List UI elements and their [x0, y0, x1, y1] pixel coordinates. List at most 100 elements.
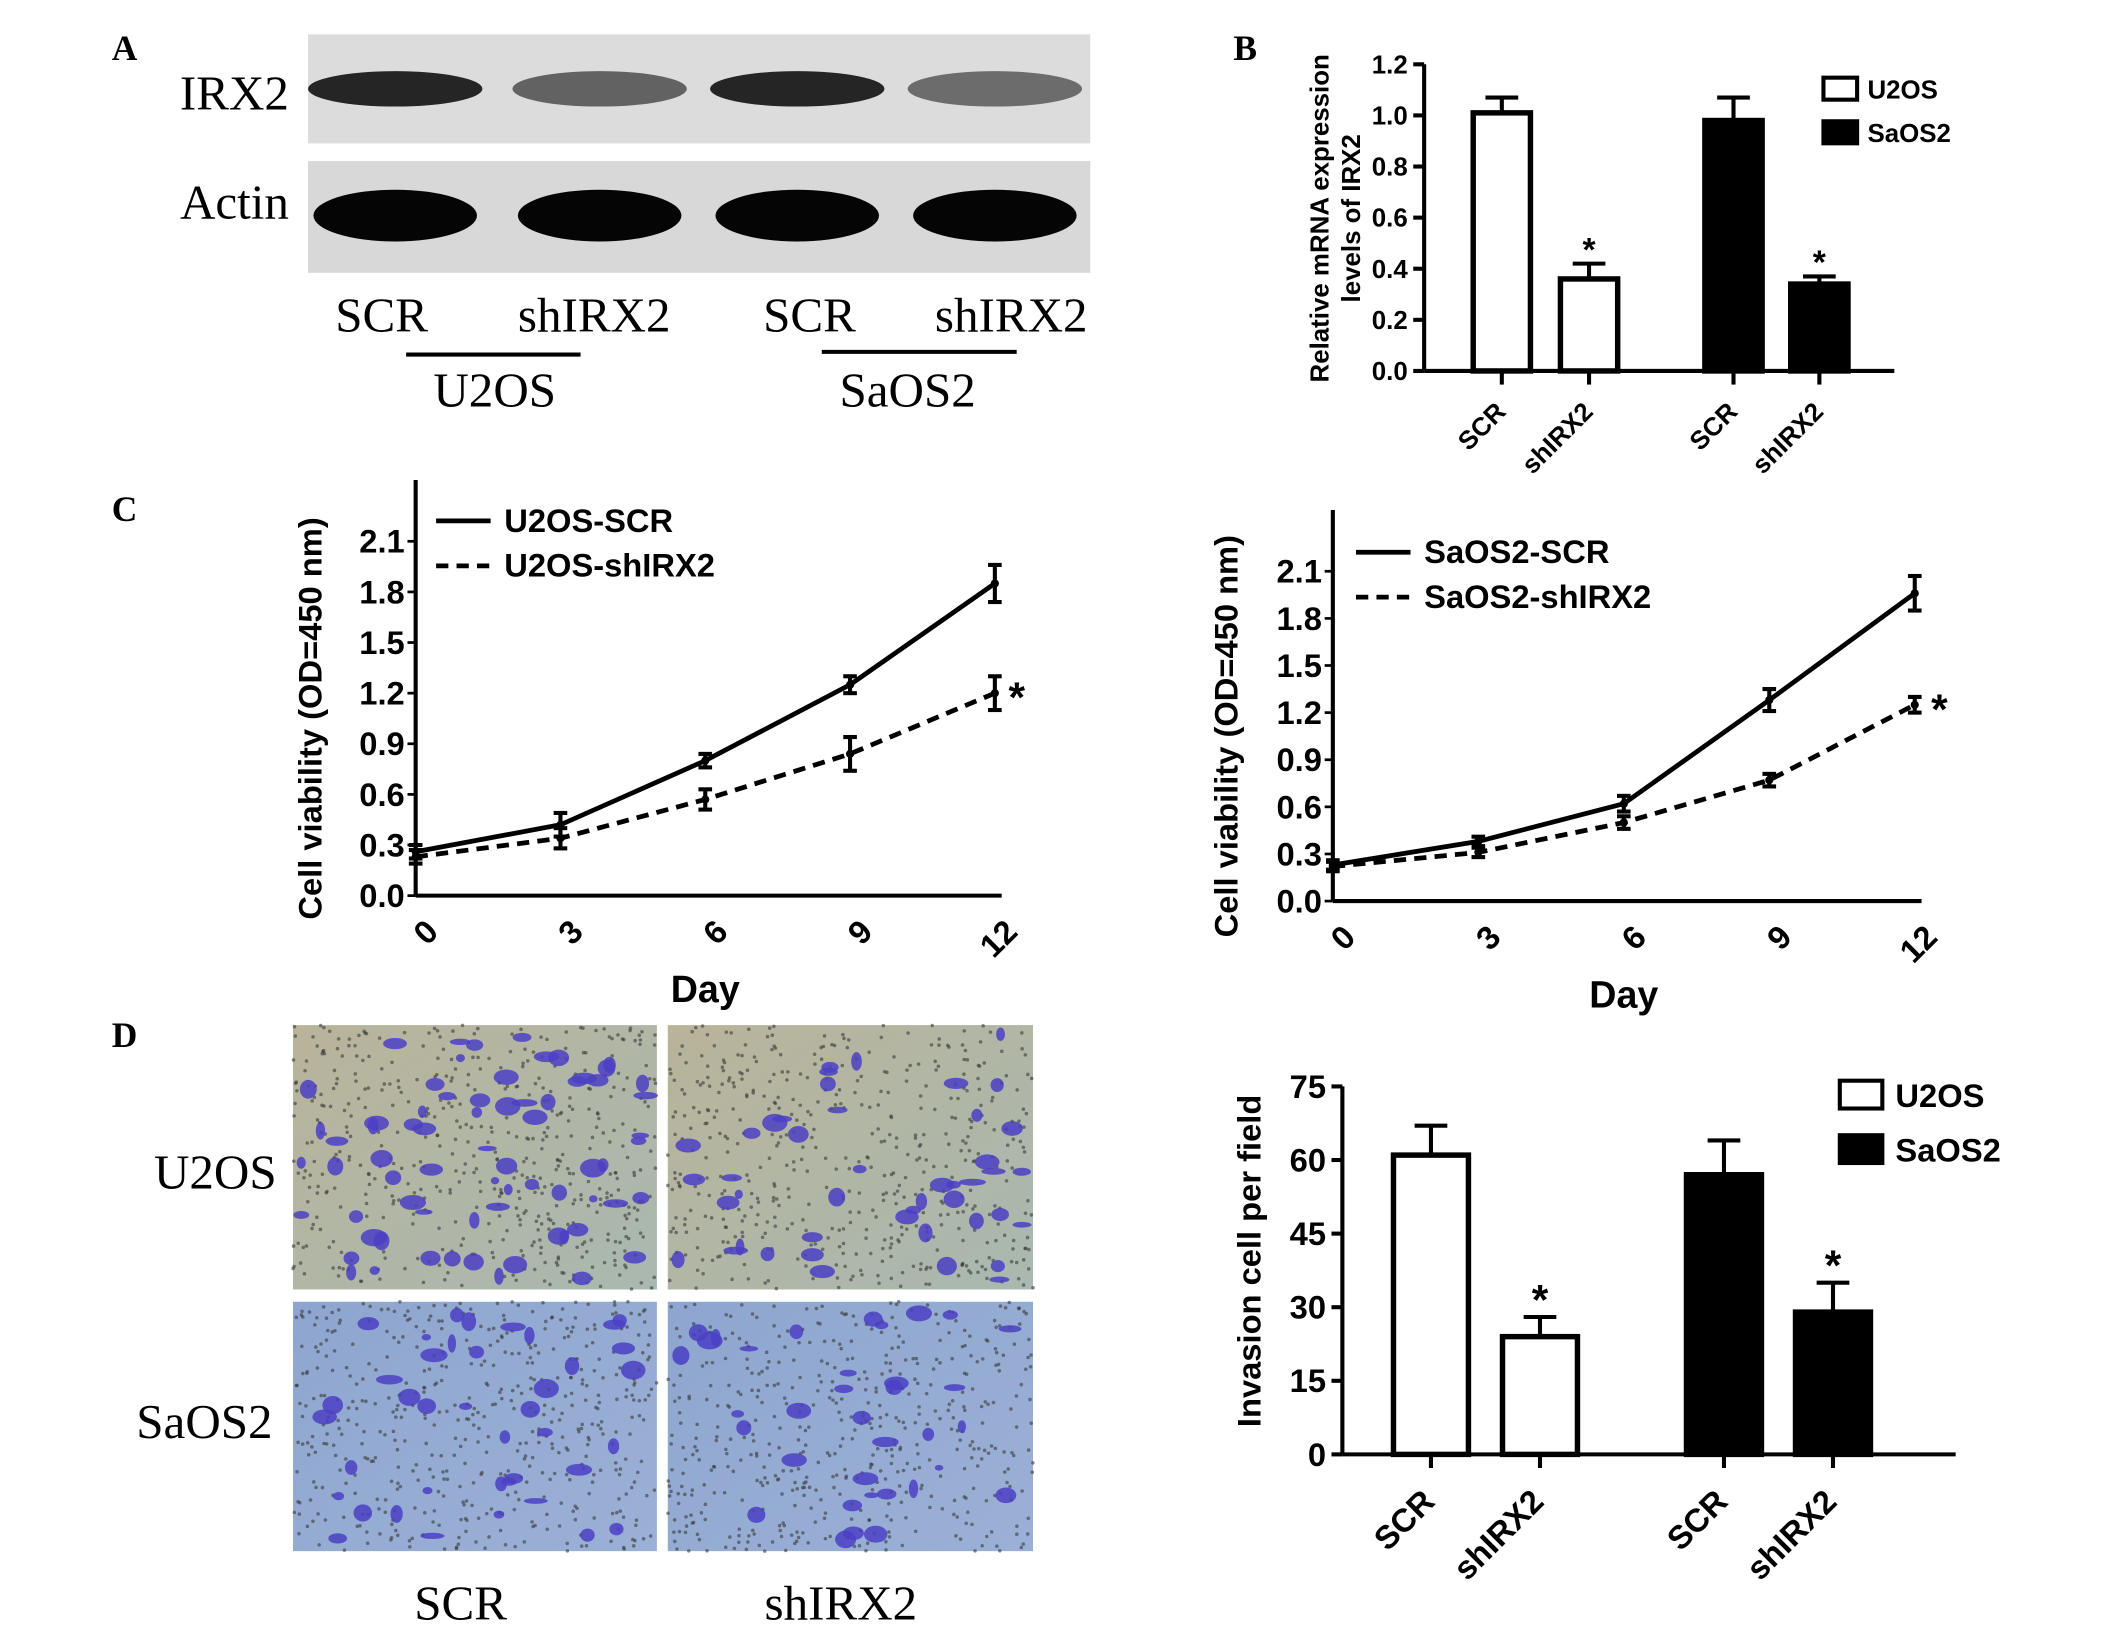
- pore-dot: [621, 1144, 625, 1148]
- pore-dot: [803, 1428, 808, 1433]
- pore-dot: [802, 1122, 806, 1127]
- pore-dot: [882, 1173, 887, 1178]
- pore-dot: [641, 1235, 645, 1239]
- pore-dot: [392, 1309, 397, 1314]
- pore-dot: [860, 1273, 864, 1277]
- pore-dot: [857, 1543, 862, 1548]
- pore-dot: [380, 1088, 384, 1092]
- pore-dot: [895, 1189, 900, 1193]
- pore-dot: [853, 1428, 857, 1432]
- pore-dot: [311, 1480, 316, 1484]
- pore-dot: [633, 1128, 637, 1132]
- pore-dot: [691, 1520, 696, 1525]
- panel-label-d: D: [112, 1015, 138, 1055]
- pore-dot: [502, 1318, 507, 1322]
- pore-dot: [838, 1444, 843, 1448]
- invading-cell: [957, 1420, 967, 1434]
- pore-dot: [1016, 1276, 1021, 1281]
- pore-dot: [569, 1134, 574, 1138]
- pore-dot: [750, 1371, 754, 1375]
- pore-dot: [773, 1224, 778, 1229]
- pore-dot: [364, 1201, 369, 1206]
- significance-marker: *: [1582, 232, 1596, 269]
- pore-dot: [471, 1055, 475, 1060]
- pore-dot: [1019, 1545, 1024, 1550]
- pore-dot: [565, 1166, 570, 1171]
- pore-dot: [928, 1266, 933, 1270]
- pore-dot: [921, 1210, 926, 1215]
- pore-dot: [767, 1442, 772, 1446]
- pore-dot: [390, 1060, 394, 1065]
- pore-dot: [602, 1260, 607, 1265]
- invading-cell: [353, 1504, 373, 1522]
- pore-dot: [795, 1118, 799, 1122]
- pore-dot: [822, 1339, 827, 1344]
- pore-dot: [437, 1523, 441, 1528]
- invading-cell: [503, 1255, 528, 1274]
- pore-dot: [524, 1441, 528, 1445]
- invading-cell: [908, 1479, 919, 1499]
- pore-dot: [422, 1385, 426, 1390]
- invading-cell: [315, 1121, 326, 1140]
- pore-dot: [593, 1327, 597, 1331]
- pore-dot: [720, 1082, 724, 1086]
- pore-dot: [781, 1521, 785, 1525]
- pore-dot: [970, 1522, 974, 1527]
- pore-dot: [565, 1549, 570, 1553]
- pore-dot: [777, 1360, 781, 1365]
- pore-dot: [708, 1325, 713, 1329]
- invading-cell: [936, 1256, 957, 1276]
- pore-dot: [597, 1187, 602, 1191]
- pore-dot: [335, 1046, 340, 1051]
- pore-dot: [804, 1264, 808, 1268]
- pore-dot: [774, 1197, 779, 1201]
- pore-dot: [462, 1503, 466, 1507]
- pore-dot: [320, 1485, 325, 1490]
- pore-dot: [896, 1238, 900, 1242]
- pore-dot: [336, 1418, 340, 1423]
- pore-dot: [515, 1084, 520, 1089]
- pore-dot: [565, 1326, 569, 1331]
- pore-dot: [355, 1524, 360, 1528]
- pore-dot: [449, 1057, 454, 1062]
- pore-dot: [522, 1457, 527, 1461]
- invading-cell: [450, 1307, 464, 1323]
- invading-cell: [469, 1345, 485, 1359]
- pore-dot: [754, 1451, 759, 1456]
- pore-dot: [569, 1391, 574, 1396]
- pore-dot: [337, 1321, 342, 1325]
- pore-dot: [865, 1376, 869, 1381]
- pore-dot: [839, 1418, 844, 1422]
- pore-dot: [712, 1043, 717, 1048]
- pore-dot: [578, 1025, 583, 1030]
- pore-dot: [518, 1223, 523, 1227]
- pore-dot: [559, 1501, 564, 1505]
- pore-dot: [298, 1261, 303, 1265]
- pore-dot: [884, 1412, 889, 1417]
- pore-dot: [457, 1535, 461, 1540]
- pore-dot: [539, 1245, 543, 1250]
- pore-dot: [755, 1196, 760, 1201]
- pore-dot: [505, 1084, 510, 1089]
- pore-dot: [683, 1253, 688, 1257]
- pore-dot: [862, 1370, 867, 1374]
- pore-dot: [383, 1432, 387, 1437]
- pore-dot: [1026, 1516, 1031, 1521]
- pore-dot: [392, 1335, 396, 1340]
- pore-dot: [339, 1432, 344, 1437]
- invading-cell: [458, 1402, 473, 1410]
- pore-dot: [833, 1103, 838, 1107]
- pore-dot: [334, 1081, 339, 1086]
- pore-dot: [728, 1314, 733, 1319]
- pore-dot: [857, 1377, 861, 1382]
- pore-dot: [403, 1407, 407, 1412]
- pore-dot: [680, 1087, 684, 1092]
- pore-dot: [969, 1456, 974, 1460]
- pore-dot: [695, 1246, 700, 1250]
- pore-dot: [760, 1235, 765, 1240]
- pore-dot: [566, 1448, 570, 1452]
- pore-dot: [382, 1082, 387, 1086]
- invading-cell: [839, 1369, 857, 1377]
- pore-dot: [807, 1202, 811, 1207]
- pore-dot: [318, 1227, 323, 1232]
